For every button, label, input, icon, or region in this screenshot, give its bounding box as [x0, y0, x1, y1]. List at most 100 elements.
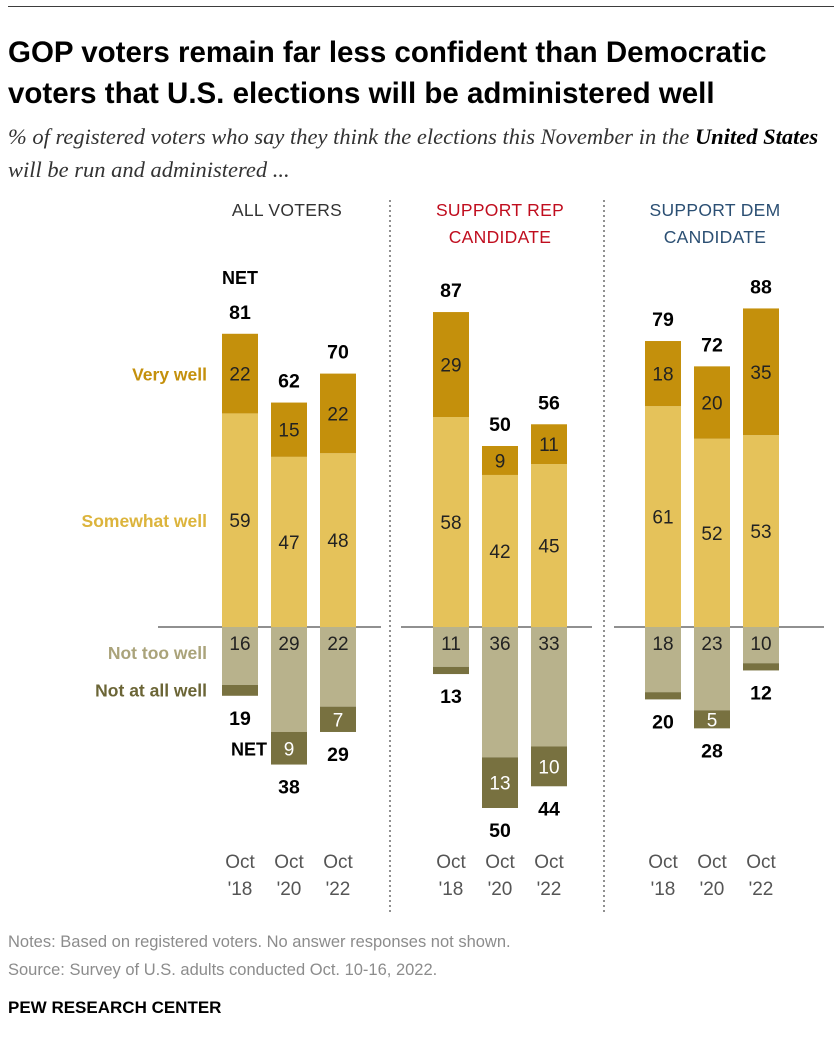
bar-segment-somewhat-well: [482, 474, 518, 627]
bar-segment-very-well: [531, 424, 567, 465]
bar-segment-very-well: [271, 402, 307, 457]
data-label-somewhat-well: 42: [489, 542, 510, 563]
net-not-well-label: 20: [652, 711, 674, 733]
group-header-label: SUPPORT DEM: [649, 200, 780, 220]
net-not-well-label: 19: [229, 708, 251, 730]
bar-segment-somewhat-well: [320, 453, 356, 627]
bar-segment-somewhat-well: [433, 417, 469, 627]
legend-not-at-all-well: Not at all well: [95, 680, 207, 700]
group-header-label: ALL VOTERS: [232, 200, 342, 220]
x-tick-label-year: '22: [326, 879, 351, 900]
bar-segment-very-well: [694, 366, 730, 439]
net-well-label: 70: [327, 342, 349, 364]
data-label-somewhat-well: 48: [327, 531, 348, 552]
bar-segment-not-at-all-well: [743, 663, 779, 671]
data-label-not-too-well: 22: [327, 634, 348, 655]
net-not-well-label: 50: [489, 820, 511, 842]
bar-segment-somewhat-well: [645, 406, 681, 627]
net-well-label: 62: [278, 371, 300, 393]
net-header-not-well: NET: [231, 740, 267, 760]
data-label-not-too-well: 18: [652, 634, 673, 655]
data-label-not-too-well: 29: [278, 634, 299, 655]
chart-subtitle: % of registered voters who say they thin…: [8, 120, 834, 186]
data-label-very-well: 20: [701, 394, 722, 415]
x-tick-label-year: '20: [277, 879, 302, 900]
bar-segment-not-at-all-well: [320, 706, 356, 732]
data-label-very-well: 15: [278, 421, 299, 442]
x-tick-label-month: Oct: [225, 852, 255, 873]
data-label-very-well: 35: [750, 363, 771, 384]
x-tick-label-month: Oct: [274, 852, 304, 873]
net-not-well-label: 28: [701, 740, 723, 762]
net-not-well-label: 38: [278, 777, 300, 799]
x-tick-label-month: Oct: [648, 852, 678, 873]
net-well-label: 87: [440, 280, 462, 302]
legend-somewhat-well: Somewhat well: [82, 511, 207, 531]
data-label-not-too-well: 11: [441, 634, 461, 655]
data-label-not-at-all-well: 10: [538, 757, 559, 778]
data-label-very-well: 18: [652, 365, 673, 386]
bar-segment-very-well: [320, 373, 356, 454]
data-label-not-at-all-well: 5: [707, 710, 718, 731]
net-well-label: 56: [538, 392, 560, 414]
group-header-label: CANDIDATE: [449, 227, 552, 247]
data-label-not-at-all-well: 9: [284, 739, 295, 760]
net-well-label: 50: [489, 414, 511, 436]
bar-segment-somewhat-well: [743, 435, 779, 627]
diverging-bar-chart: ALL VOTERS2259168119Oct'18NET15472996238…: [82, 200, 824, 912]
bar-segment-very-well: [433, 312, 469, 418]
data-label-very-well: 22: [327, 404, 348, 425]
x-tick-label-month: Oct: [746, 852, 776, 873]
bar-segment-not-too-well: [482, 627, 518, 758]
legend-not-too-well: Not too well: [108, 643, 207, 663]
data-label-somewhat-well: 59: [229, 511, 250, 532]
net-well-label: 81: [229, 302, 251, 324]
net-well-label: 72: [701, 334, 723, 356]
x-tick-label-month: Oct: [697, 852, 727, 873]
bar-segment-not-at-all-well: [222, 684, 258, 696]
net-not-well-label: 12: [750, 682, 772, 704]
chart-title: GOP voters remain far less confident tha…: [8, 36, 767, 110]
net-well-label: 88: [750, 276, 772, 298]
legend-very-well: Very well: [132, 365, 207, 385]
x-tick-label-year: '18: [439, 879, 464, 900]
bar-segment-not-at-all-well: [482, 757, 518, 808]
bar-segment-not-too-well: [645, 627, 681, 693]
bar-segment-somewhat-well: [694, 438, 730, 627]
data-label-not-too-well: 10: [750, 634, 771, 655]
net-not-well-label: 29: [327, 744, 349, 766]
bar-segment-not-at-all-well: [531, 746, 567, 787]
chart-source: Source: Survey of U.S. adults conducted …: [8, 961, 438, 979]
bar-segment-not-at-all-well: [645, 692, 681, 700]
x-tick-label-year: '22: [537, 879, 562, 900]
data-label-not-too-well: 36: [489, 634, 510, 655]
bar-segment-very-well: [222, 333, 258, 414]
bar-segment-somewhat-well: [271, 456, 307, 627]
group-header-label: CANDIDATE: [664, 227, 767, 247]
brand-logo-text: PEW RESEARCH CENTER: [8, 998, 222, 1017]
data-label-very-well: 11: [539, 435, 559, 456]
data-label-not-at-all-well: 13: [489, 774, 510, 795]
data-label-very-well: 29: [440, 356, 461, 377]
data-label-somewhat-well: 45: [538, 537, 559, 558]
x-tick-label-year: '20: [488, 879, 513, 900]
data-label-somewhat-well: 52: [701, 524, 722, 545]
data-label-not-too-well: 33: [538, 634, 559, 655]
bar-segment-not-too-well: [320, 627, 356, 707]
x-tick-label-year: '20: [700, 879, 725, 900]
bar-segment-not-at-all-well: [694, 710, 730, 729]
x-tick-label-year: '22: [749, 879, 774, 900]
data-label-very-well: 9: [495, 451, 506, 472]
chart-notes: Notes: Based on registered voters. No an…: [8, 933, 511, 951]
top-rule: [8, 6, 834, 7]
bar-segment-not-too-well: [743, 627, 779, 664]
bar-segment-somewhat-well: [222, 413, 258, 627]
net-not-well-label: 44: [538, 798, 560, 820]
data-label-not-too-well: 23: [701, 634, 722, 655]
bar-segment-not-at-all-well: [271, 731, 307, 765]
x-tick-label-month: Oct: [323, 852, 353, 873]
data-label-not-too-well: 16: [229, 634, 250, 655]
data-label-somewhat-well: 53: [750, 522, 771, 543]
subtitle-part2: will be run and administered ...: [8, 157, 290, 182]
bar-segment-not-too-well: [694, 627, 730, 711]
